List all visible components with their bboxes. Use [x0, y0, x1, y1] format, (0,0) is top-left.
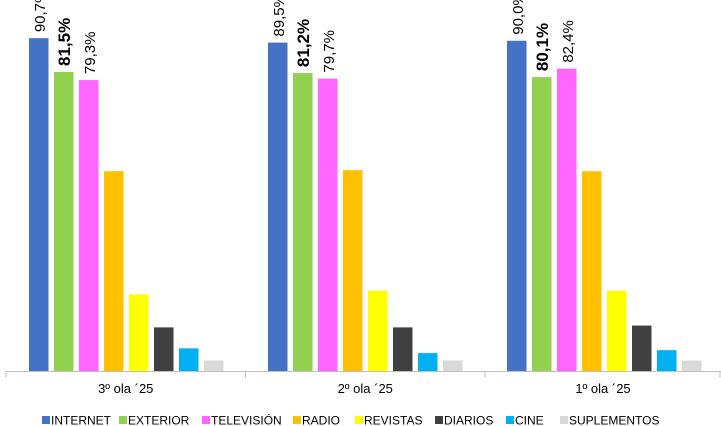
legend-swatch [506, 416, 514, 424]
bar-exterior-1 [54, 71, 74, 372]
legend-label: RADIO [302, 414, 340, 426]
bar-revistas-3 [607, 290, 627, 372]
bar-cine-3 [657, 350, 677, 372]
legend-item-internet: INTERNET [42, 414, 112, 426]
legend-item-diarios: DIARIOS [435, 414, 493, 426]
data-label-televisión-3: 82,4% [560, 20, 577, 63]
bar-televisión-3 [557, 68, 577, 372]
bar-suplementos-2 [443, 360, 463, 372]
legend-swatch [119, 416, 127, 424]
bar-suplementos-1 [204, 360, 224, 372]
legend-item-televisión: TELEVISIÓN [202, 413, 282, 426]
category-label-1: 3º ola ´25 [98, 381, 153, 396]
legend-swatch [355, 416, 363, 424]
data-label-exterior-2: 81,2% [294, 19, 313, 67]
legend-label: INTERNET [51, 414, 112, 426]
bar-cine-1 [179, 348, 199, 372]
legend-swatch [435, 416, 443, 424]
bars-layer [29, 38, 702, 372]
x-axis: 3º ola ´25 2º ola ´25 1º ola ´25 [5, 371, 721, 396]
data-label-televisión-1: 79,3% [82, 32, 99, 75]
legend-swatch [560, 416, 568, 424]
bar-internet-2 [268, 42, 288, 372]
legend-item-cine: CINE [506, 414, 544, 426]
data-label-internet-3: 90,0% [510, 0, 527, 35]
data-labels-layer: 90,7% 81,5% 79,3% 89,5% 81,2% 79,7% 90,0% 80,1%… [32, 0, 577, 74]
data-label-internet-1: 90,7% [32, 0, 49, 32]
data-label-exterior-1: 81,5% [55, 18, 74, 66]
legend-item-radio: RADIO [293, 414, 340, 426]
bar-televisión-2 [318, 78, 338, 372]
bar-internet-1 [29, 38, 49, 372]
data-label-televisión-2: 79,7% [321, 30, 338, 73]
bar-diarios-1 [154, 327, 174, 372]
legend-item-revistas: REVISTAS [355, 414, 422, 426]
category-label-2: 2º ola ´25 [338, 381, 393, 396]
legend-label: SUPLEMENTOS [569, 414, 659, 426]
legend-label: CINE [515, 414, 544, 426]
legend-label: EXTERIOR [128, 414, 190, 426]
bar-diarios-2 [393, 327, 413, 372]
bar-televisión-1 [79, 80, 99, 372]
data-label-exterior-3: 80,1% [533, 23, 552, 71]
bar-exterior-2 [293, 73, 313, 372]
bar-revistas-1 [129, 294, 149, 372]
legend-label: REVISTAS [364, 414, 422, 426]
bar-revistas-2 [368, 290, 388, 372]
legend-swatch [42, 416, 50, 424]
legend-swatch [202, 416, 210, 424]
legend: INTERNET EXTERIOR TELEVISIÓN RADIO REVISTAS D… [42, 413, 659, 426]
legend-swatch [293, 416, 301, 424]
bar-internet-3 [507, 40, 527, 372]
legend-item-suplementos: SUPLEMENTOS [560, 414, 659, 426]
bar-cine-2 [418, 353, 438, 372]
bar-radio-1 [104, 171, 124, 372]
bar-diarios-3 [632, 325, 652, 372]
legend-item-exterior: EXTERIOR [119, 414, 190, 426]
legend-label: DIARIOS [444, 414, 493, 426]
legend-label: TELEVISIÓN [211, 413, 282, 426]
bar-radio-2 [343, 170, 363, 372]
category-label-3: 1º ola ´25 [575, 381, 630, 396]
data-label-internet-2: 89,5% [271, 0, 288, 37]
bar-radio-3 [582, 171, 602, 372]
bar-suplementos-3 [682, 360, 702, 372]
bar-exterior-3 [532, 77, 552, 372]
